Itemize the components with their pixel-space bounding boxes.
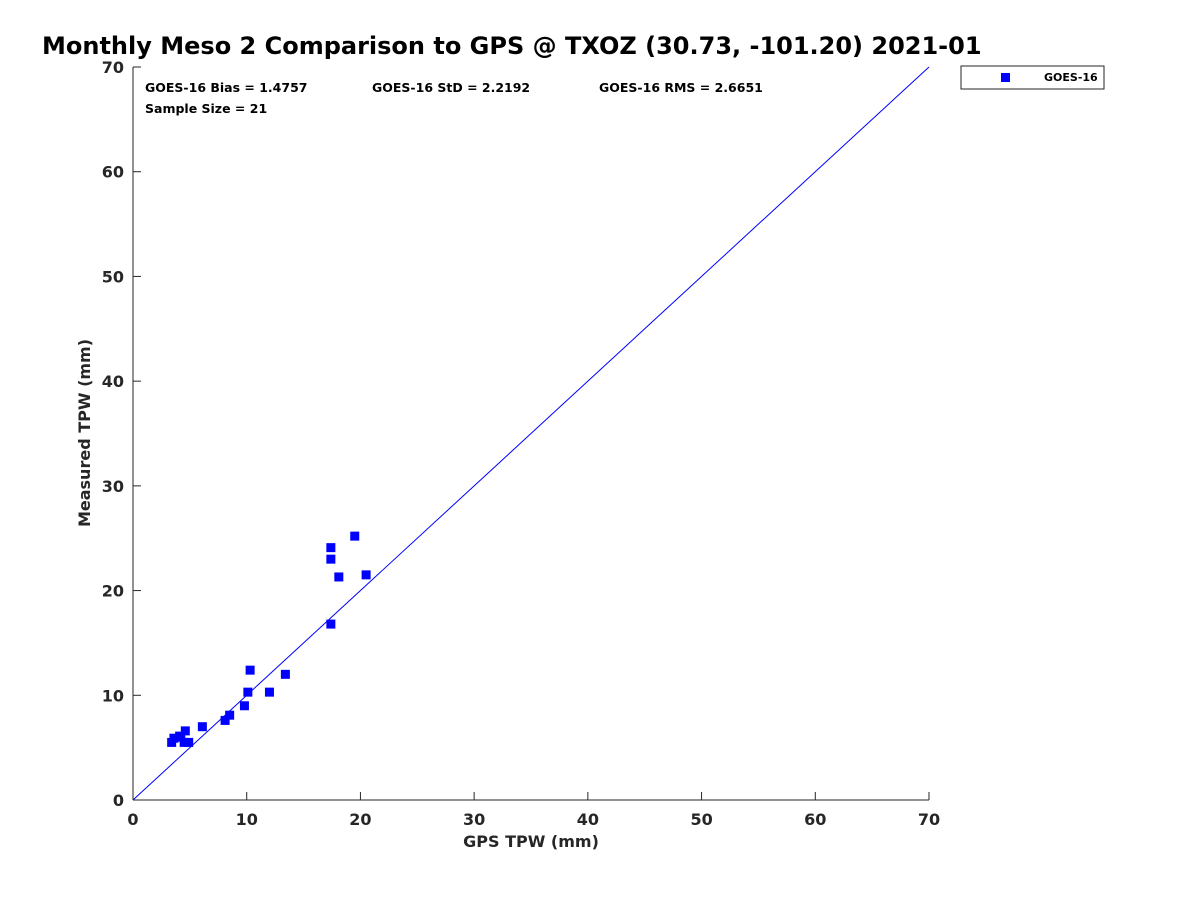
data-point	[220, 715, 230, 725]
y-tick-label: 70	[102, 58, 124, 77]
x-axis-label: GPS TPW (mm)	[463, 832, 599, 851]
reference-line-group	[132, 66, 930, 801]
y-tick-label: 0	[113, 791, 124, 810]
y-ticks: 0 10 20 30 40 50 60 70	[102, 58, 141, 810]
data-point	[264, 687, 274, 697]
y-tick-label: 40	[102, 372, 124, 391]
one-to-one-line	[132, 66, 930, 801]
data-point	[239, 701, 249, 711]
data-point	[245, 665, 255, 675]
data-point	[184, 737, 194, 747]
x-tick-label: 50	[690, 810, 712, 829]
rms-stat: GOES-16 RMS = 2.6651	[599, 80, 763, 95]
x-tick-label: 20	[349, 810, 371, 829]
std-stat: GOES-16 StD = 2.2192	[372, 80, 530, 95]
x-tick-label: 40	[577, 810, 599, 829]
data-point	[326, 554, 336, 564]
x-tick-label: 60	[804, 810, 826, 829]
data-point	[280, 669, 290, 679]
data-point	[180, 726, 190, 736]
y-tick-label: 20	[102, 582, 124, 601]
bias-stat: GOES-16 Bias = 1.4757	[145, 80, 307, 95]
legend-box	[960, 65, 1105, 90]
data-point	[176, 732, 186, 742]
data-points	[167, 531, 371, 747]
y-axis-label: Measured TPW (mm)	[75, 339, 94, 527]
data-point	[326, 619, 336, 629]
x-tick-label: 0	[127, 810, 138, 829]
legend: GOES-16	[960, 65, 1105, 90]
data-point	[243, 687, 253, 697]
data-point	[361, 570, 371, 580]
x-tick-label: 70	[918, 810, 940, 829]
x-tick-label: 10	[236, 810, 258, 829]
y-tick-label: 60	[102, 163, 124, 182]
data-point	[197, 722, 207, 732]
data-point	[179, 737, 189, 747]
x-tick-label: 30	[463, 810, 485, 829]
y-tick-label: 30	[102, 477, 124, 496]
legend-label-goes-16: GOES-16	[1044, 71, 1098, 84]
data-point	[350, 531, 360, 541]
data-point	[169, 733, 179, 743]
legend-marker-goes-16	[1001, 73, 1010, 82]
data-point	[225, 710, 235, 720]
data-point	[326, 543, 336, 553]
sample-size-stat: Sample Size = 21	[145, 101, 267, 116]
y-tick-label: 10	[102, 686, 124, 705]
chart-title: Monthly Meso 2 Comparison to GPS @ TXOZ …	[42, 32, 982, 60]
x-ticks: 0 10 20 30 40 50 60 70	[127, 792, 940, 829]
y-tick-label: 50	[102, 267, 124, 286]
data-point	[334, 572, 344, 582]
